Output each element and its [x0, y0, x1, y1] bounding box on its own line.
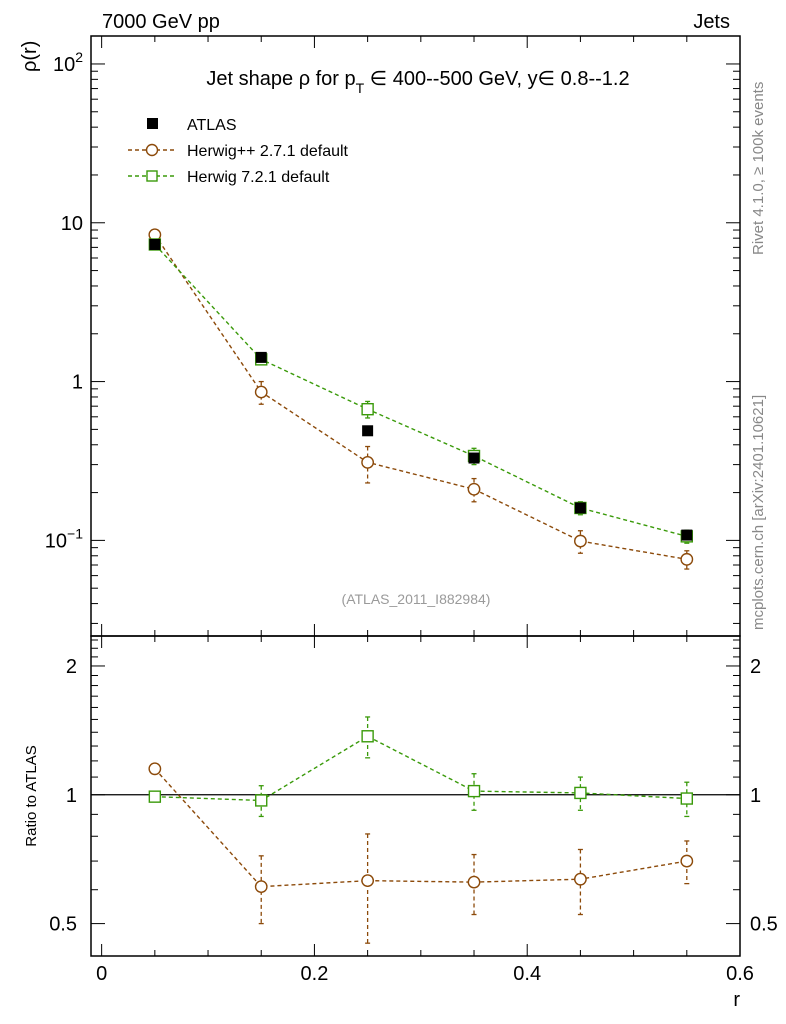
herwigpp-point [361, 455, 375, 469]
ratio-y-tick-label-right: 2 [750, 656, 761, 678]
y-tick-label: 1 [72, 372, 83, 394]
y-tick-exponent: −1 [67, 525, 83, 541]
ratio-frame [90, 635, 741, 957]
herwigpp-ratio-point [361, 874, 375, 888]
herwigpp-ratio-point [148, 762, 162, 776]
atlas-point [255, 351, 267, 363]
herwig7-ratio-point [361, 730, 374, 743]
main-title: Jet shape ρ for pT ∈ 400--500 GeV, y∈ 0.… [206, 68, 629, 96]
x-tick-label: 0.6 [726, 963, 754, 985]
atlas-point [362, 425, 374, 437]
herwig7-ratio-point [255, 794, 268, 807]
y-tick-mantissa: 1 [72, 372, 83, 394]
main-ylabel: ρ(r) [19, 41, 41, 72]
herwigpp-ratio-line [154, 768, 687, 888]
title-prefix: Jet shape ρ for p [206, 68, 355, 90]
mcplots-label: mcplots.cern.ch [arXiv:2401.10621] [750, 395, 767, 630]
y-tick-mantissa: 10 [61, 213, 83, 235]
title-suffix: ∈ 400--500 GeV, y∈ 0.8--1.2 [364, 68, 629, 90]
legend-herwigpp-label: Herwig++ 2.7.1 default [187, 143, 349, 160]
y-tick-label: 102 [53, 49, 83, 76]
header-left: 7000 GeV pp [102, 11, 220, 33]
herwig7-ratio-point [467, 784, 481, 798]
legend-herwig7-label: Herwig 7.2.1 default [187, 169, 330, 186]
ratio-y-tick-label-right: 0.5 [750, 914, 778, 936]
herwig7-ratio-point [148, 790, 162, 803]
y-tick-mantissa: 10 [45, 530, 67, 552]
legend-herwigpp-marker [145, 143, 159, 157]
ratio-y-tick-label-right: 1 [750, 785, 761, 807]
atlas-point [468, 452, 480, 464]
herwigpp-ratio-point [680, 854, 694, 868]
atlas-point [681, 529, 693, 541]
x-axis-label: r [733, 989, 740, 1011]
atlas-point [574, 502, 586, 514]
ratio-axes: 0 0.2 0.4 0.6 0.5 0.5 1 1 2 2 [49, 635, 778, 985]
herwig7-ratio-point [680, 792, 694, 805]
legend-atlas-label: ATLAS [187, 117, 237, 134]
herwigpp-ratio-point [574, 872, 587, 886]
herwig7-point [361, 403, 374, 416]
x-tick-label: 0.4 [513, 963, 541, 985]
y-tick-mantissa: 10 [53, 54, 75, 76]
ratio-ylabel: Ratio to ATLAS [23, 745, 40, 846]
herwigpp-series-line [154, 234, 687, 561]
herwig7-ratio-line [154, 735, 687, 802]
analysis-watermark: (ATLAS_2011_I882984) [342, 591, 491, 607]
herwigpp-point [254, 385, 268, 399]
herwigpp-point [467, 482, 481, 496]
ratio-y-tick-label: 2 [66, 656, 77, 678]
ratio-y-tick-label: 0.5 [49, 914, 77, 936]
legend-atlas-marker [147, 118, 158, 129]
main-series [148, 228, 694, 570]
y-tick-label: 10−1 [45, 525, 83, 552]
legend: ATLAS Herwig++ 2.7.1 default Herwig 7.2.… [128, 117, 349, 186]
x-tick-label: 0 [96, 963, 107, 985]
herwigpp-point [680, 552, 694, 566]
ratio-y-tick-label: 1 [66, 785, 77, 807]
herwig7-series-line [154, 244, 687, 538]
ratio-series [148, 716, 694, 944]
x-tick-label: 0.2 [301, 963, 329, 985]
atlas-point [149, 238, 161, 250]
y-tick-label: 10 [61, 213, 83, 235]
title-sub: T [356, 80, 365, 96]
herwigpp-ratio-point [467, 875, 481, 889]
herwigpp-point [574, 534, 587, 548]
herwigpp-ratio-point [254, 880, 268, 894]
legend-herwig7-marker [146, 170, 158, 182]
header-right: Jets [693, 11, 730, 33]
rivet-label: Rivet 4.1.0, ≥ 100k events [750, 82, 767, 255]
y-tick-exponent: 2 [75, 49, 83, 65]
herwig7-ratio-point [574, 786, 587, 800]
